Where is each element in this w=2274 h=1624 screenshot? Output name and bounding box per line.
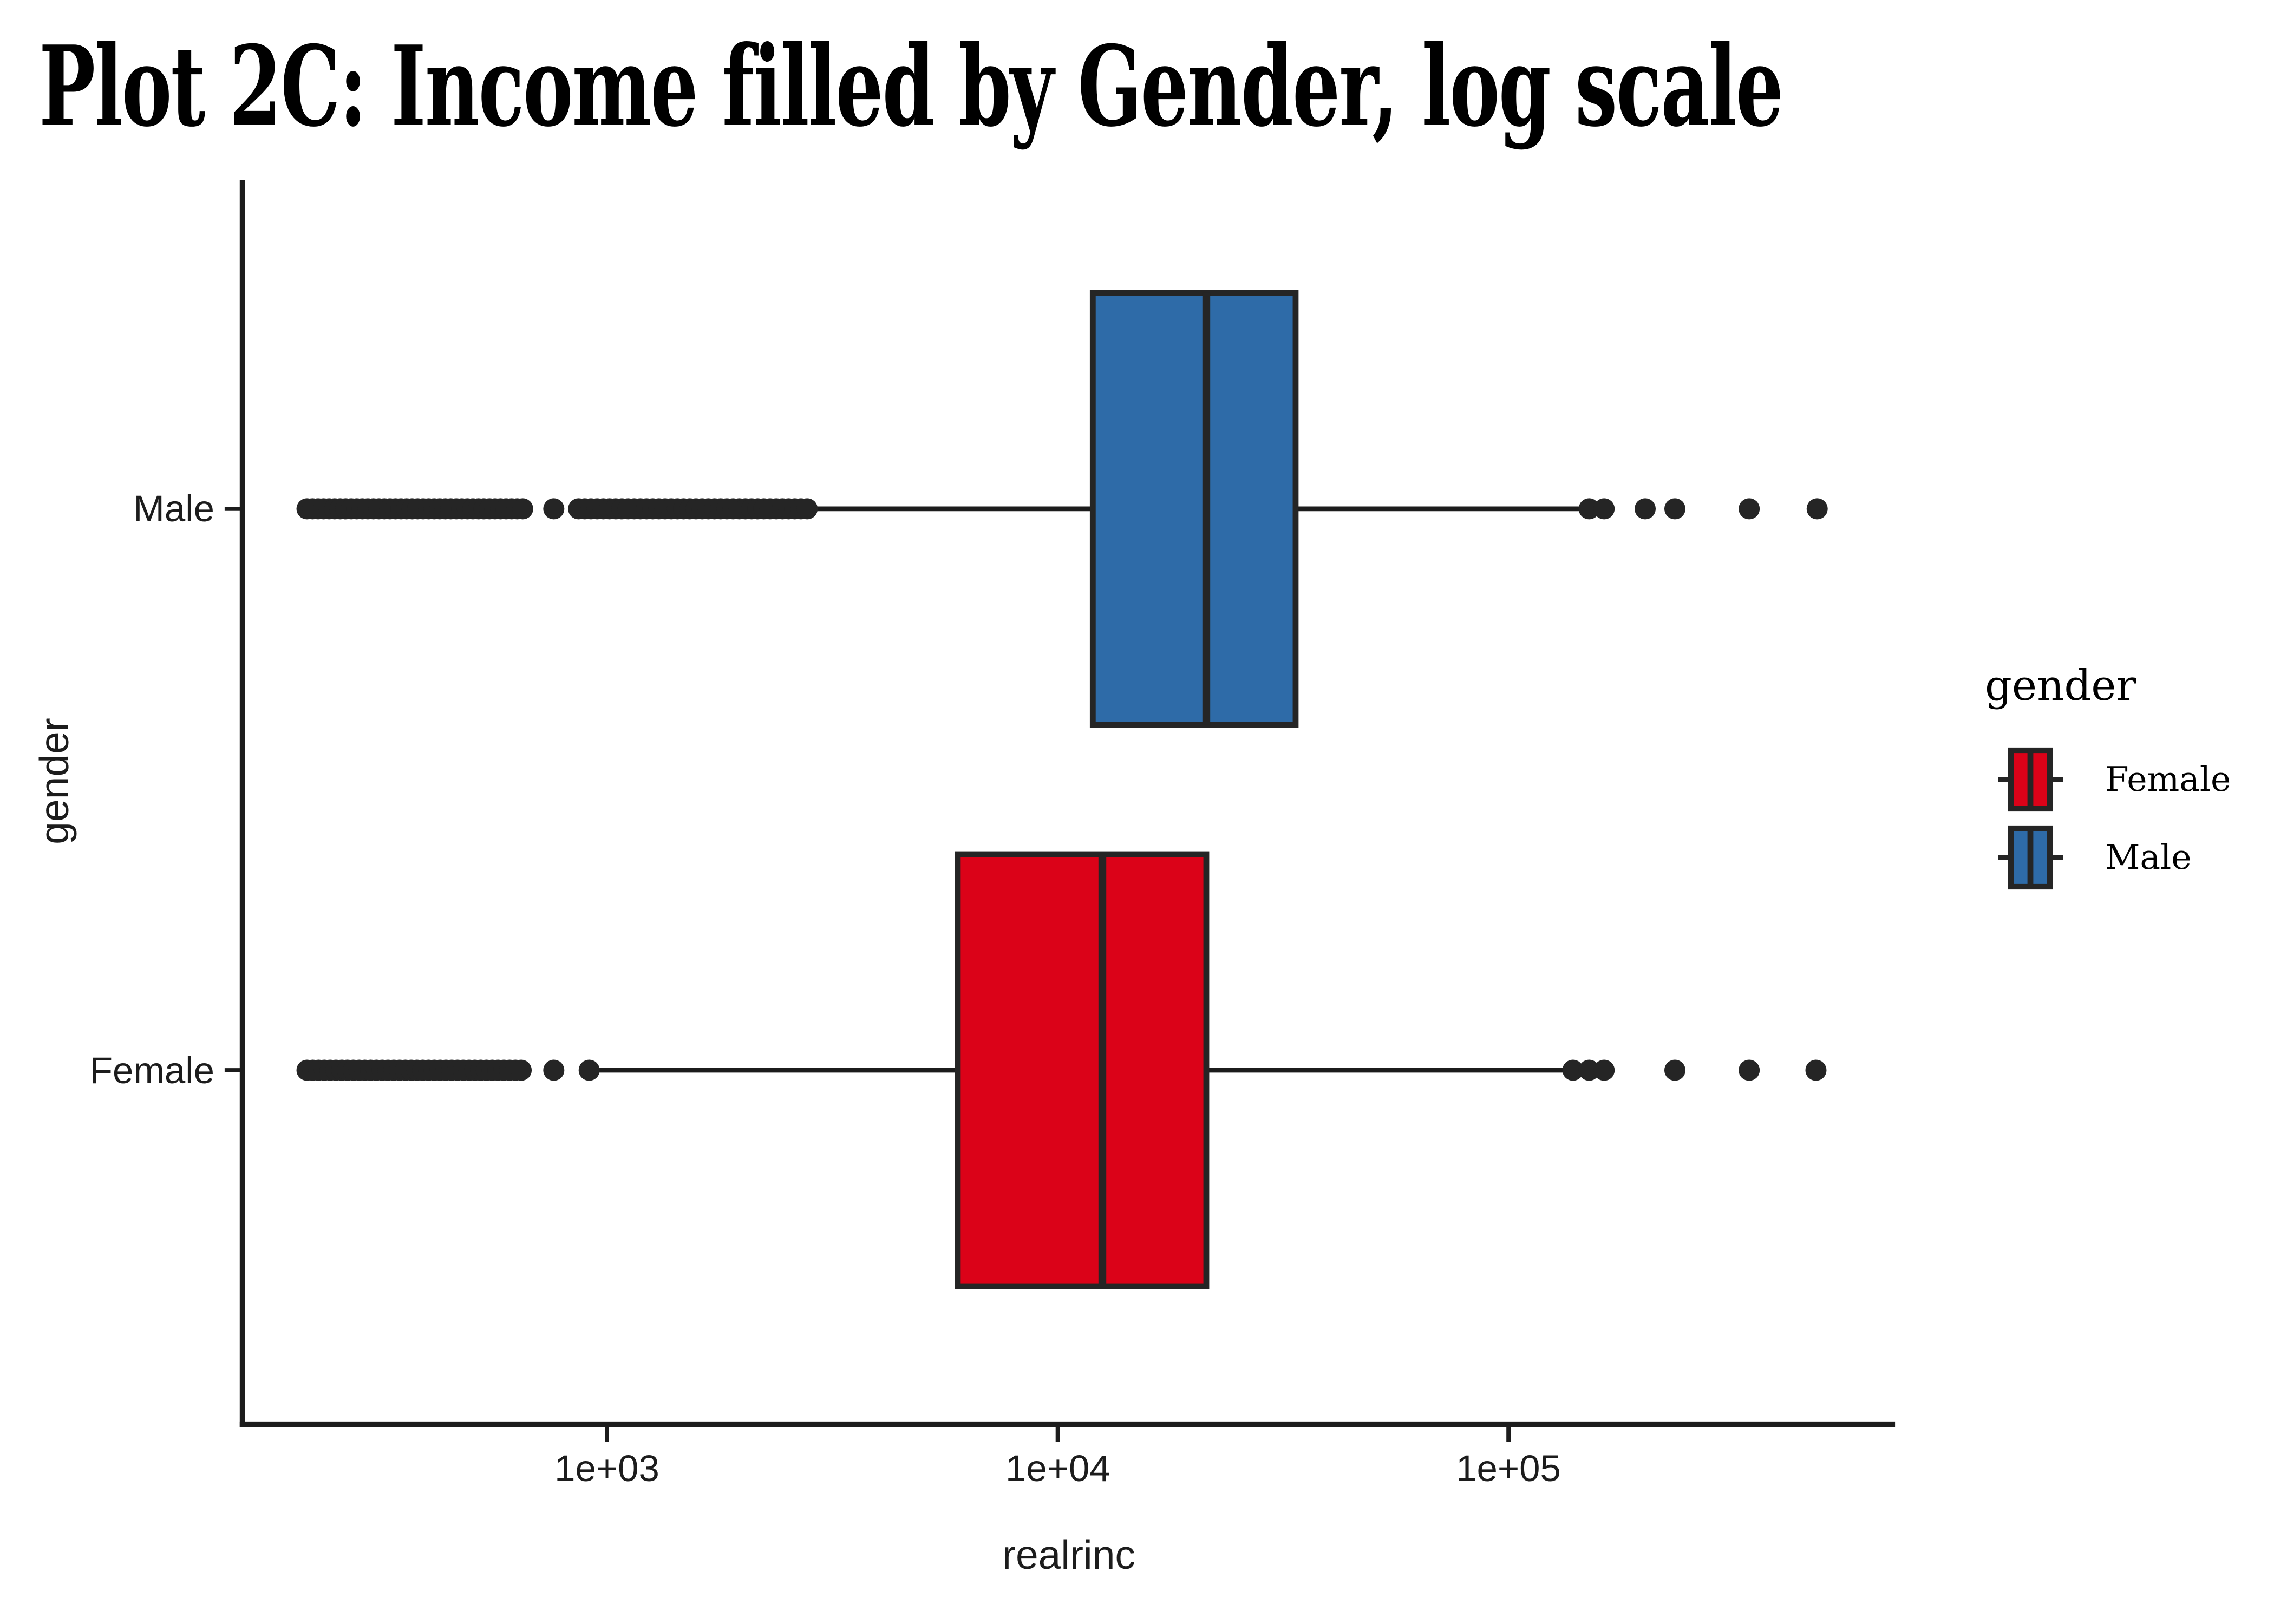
legend-label-male: Male <box>2105 838 2192 877</box>
outlier-point <box>1593 498 1615 520</box>
box-male <box>1089 290 1299 728</box>
boxplot-key-icon <box>1998 747 2063 812</box>
legend-title: gender <box>1985 663 2136 711</box>
outlier-point <box>1739 1059 1760 1081</box>
y-tick-label-female: Female <box>89 1049 214 1091</box>
outlier-point <box>1805 1059 1827 1081</box>
outlier-point <box>543 1059 565 1081</box>
x-axis-title: realrinc <box>1002 1533 1135 1579</box>
plot-title: Plot 2C: Income filled by Gender, log sc… <box>39 23 1783 153</box>
outlier-point <box>1578 1059 1600 1081</box>
boxplot-key-icon <box>1998 825 2063 890</box>
legend: gender Female Male <box>1975 663 2274 903</box>
outlier-point <box>1635 498 1656 520</box>
outlier-point <box>578 1059 600 1081</box>
outlier-point <box>1593 1059 1615 1081</box>
outlier-point <box>512 498 533 520</box>
outlier-point <box>1562 1059 1584 1081</box>
x-tick-label-1e03: 1e+03 <box>554 1447 659 1489</box>
outlier-point <box>1578 498 1600 520</box>
outlier-point <box>543 498 565 520</box>
x-tick-label-1e04: 1e+04 <box>1005 1447 1110 1489</box>
y-tick-label-male: Male <box>133 487 214 529</box>
y-axis-title: gender <box>32 718 78 844</box>
box-female <box>955 851 1210 1289</box>
outlier-point <box>1664 1059 1685 1081</box>
x-tick-label-1e05: 1e+05 <box>1456 1447 1561 1489</box>
outlier-point <box>511 1059 532 1081</box>
outlier-point <box>1664 498 1685 520</box>
outlier-point <box>1739 498 1760 520</box>
legend-item-male: Male <box>1975 825 2274 890</box>
outlier-point <box>796 498 818 520</box>
legend-label-female: Female <box>2105 760 2231 799</box>
legend-item-female: Female <box>1975 747 2274 812</box>
outlier-point <box>1806 498 1828 520</box>
